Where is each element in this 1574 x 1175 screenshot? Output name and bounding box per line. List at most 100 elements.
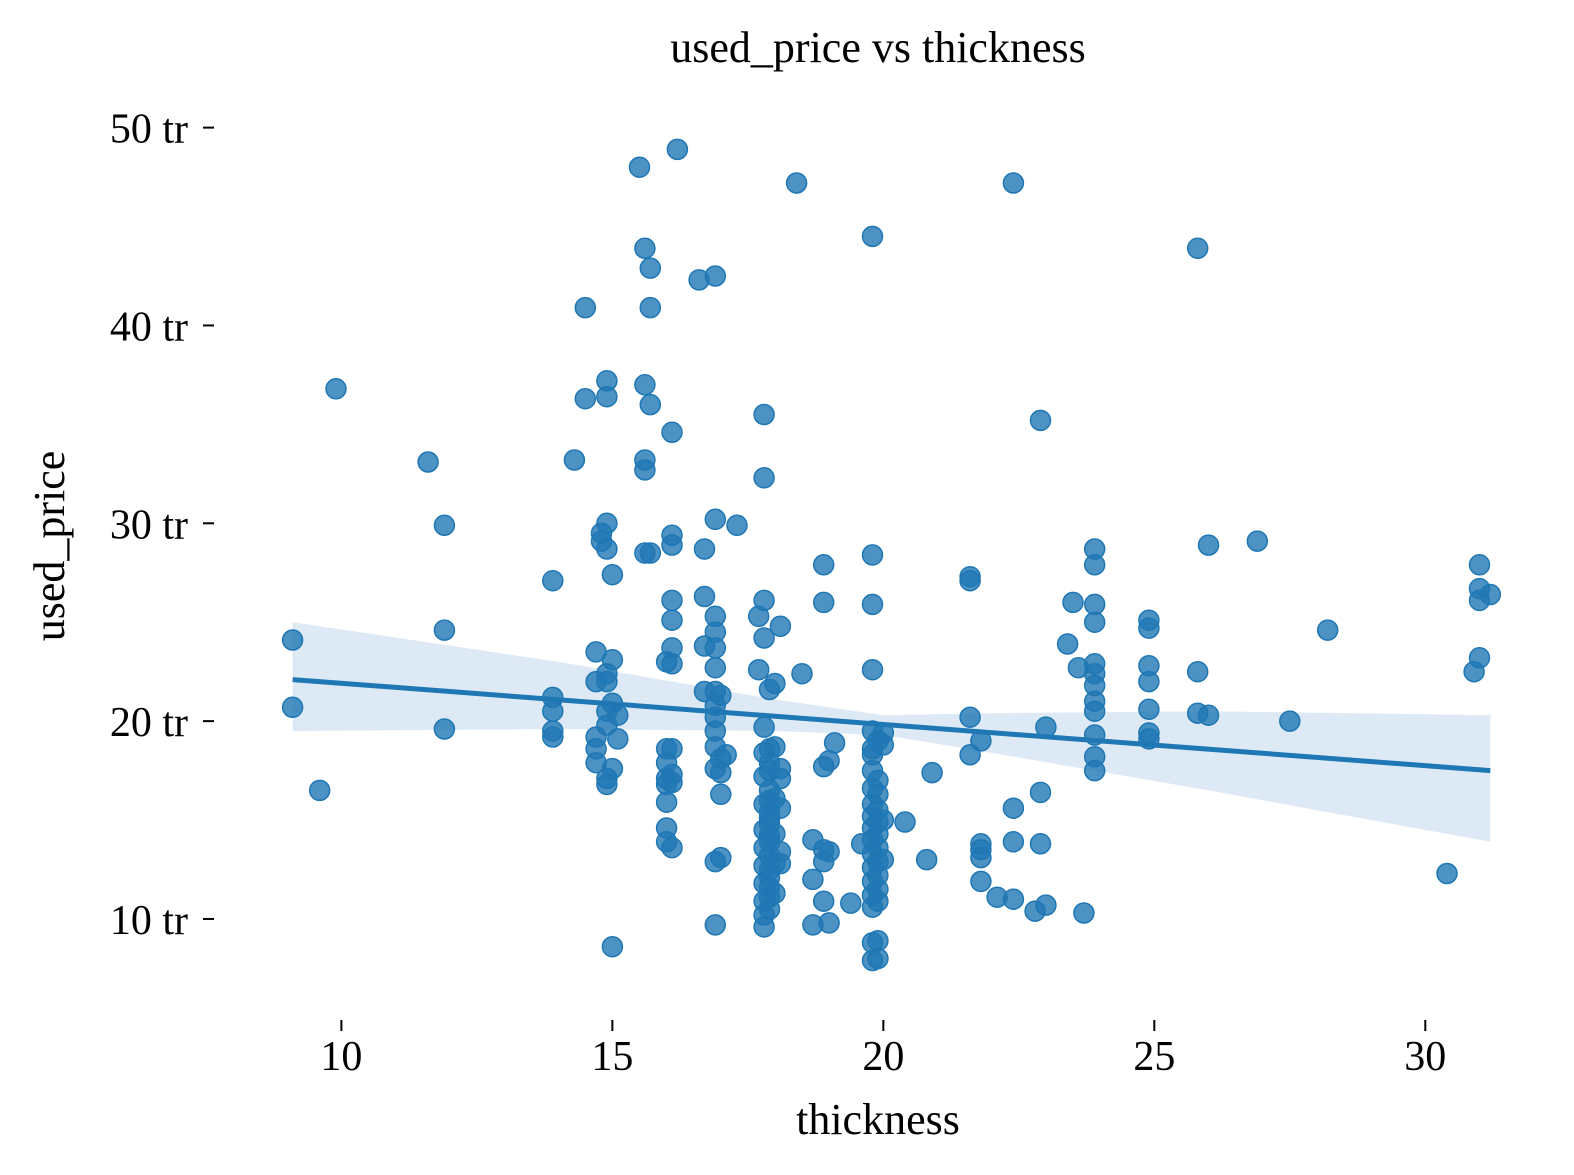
- scatter-point: [1138, 698, 1160, 721]
- scatter-point: [704, 508, 727, 531]
- scatter-point: [634, 237, 656, 260]
- scatter-point: [1463, 660, 1485, 683]
- scatter-point: [542, 700, 564, 722]
- scatter-point: [1197, 534, 1220, 556]
- scatter-point: [785, 172, 808, 194]
- scatter-point: [894, 811, 916, 833]
- scatter-point: [818, 749, 840, 772]
- scatter-point: [1002, 797, 1025, 819]
- scatter-point: [661, 738, 683, 760]
- y-tick-label: 10 tr: [110, 898, 188, 944]
- scatter-point: [704, 914, 727, 936]
- x-tick-label: 30: [1404, 1034, 1446, 1080]
- scatter-point: [596, 385, 618, 408]
- scatter-point: [915, 848, 938, 871]
- scatter-point: [710, 783, 732, 806]
- scatter-point: [1246, 530, 1269, 552]
- scatter-point: [861, 544, 884, 566]
- scatter-point: [872, 809, 895, 831]
- scatter-point: [840, 892, 862, 914]
- scatter-point: [325, 378, 347, 400]
- scatter-point: [1062, 591, 1084, 614]
- scatter-point: [704, 656, 727, 679]
- scatter-point: [542, 726, 564, 748]
- scatter-point: [764, 882, 786, 905]
- scatter-point: [753, 589, 775, 612]
- scatter-point: [693, 538, 716, 560]
- x-tick-label: 25: [1133, 1034, 1175, 1080]
- y-axis-label: used_price: [25, 451, 74, 642]
- scatter-point: [823, 732, 846, 754]
- scatter-point: [1073, 902, 1095, 924]
- y-axis: 10 tr 20 tr 30 tr 40 tr 50 tr: [110, 107, 214, 944]
- scatter-point: [1197, 704, 1220, 726]
- scatter-point: [753, 916, 775, 938]
- scatter-point: [655, 791, 678, 813]
- scatter-point: [693, 585, 716, 608]
- scatter-point: [661, 534, 683, 556]
- scatter-point: [661, 589, 683, 612]
- scatter-point: [861, 593, 884, 616]
- scatter-point: [704, 637, 727, 659]
- scatter-point: [1083, 759, 1106, 782]
- points-layer: [281, 138, 1502, 972]
- scatter-point: [661, 421, 683, 444]
- scatter-point: [764, 736, 786, 758]
- scatter-point: [726, 514, 748, 537]
- scatter-point: [601, 935, 624, 958]
- scatter-point: [921, 761, 943, 784]
- scatter-point: [601, 563, 624, 586]
- scatter-point: [574, 387, 597, 410]
- scatter-point: [1029, 781, 1052, 804]
- scatter-point: [704, 265, 727, 287]
- scatter-point: [959, 569, 981, 592]
- scatter-point: [769, 767, 792, 790]
- scatter-point: [601, 649, 624, 671]
- scatter-point: [769, 615, 792, 637]
- scatter-point: [753, 467, 775, 489]
- scatter-point: [1479, 583, 1502, 606]
- scatter-point: [715, 744, 737, 766]
- scatter-point: [769, 797, 792, 819]
- scatter-point: [1186, 660, 1209, 683]
- scatter-point: [1138, 670, 1160, 693]
- scatter-point: [791, 662, 813, 685]
- scatter-point: [596, 538, 618, 560]
- scatter-point: [867, 890, 889, 912]
- scatter-point: [542, 569, 564, 592]
- scatter-point: [970, 846, 992, 869]
- scatter-point: [563, 449, 586, 471]
- scatter-point: [861, 225, 884, 248]
- scatter-point: [861, 658, 884, 681]
- regression-line-layer: [292, 677, 1491, 774]
- scatter-point: [661, 771, 683, 794]
- x-tick-label: 15: [591, 1034, 633, 1080]
- scatter-point: [970, 870, 992, 893]
- scatter-point: [1029, 409, 1052, 432]
- scatter-point: [601, 757, 624, 780]
- scatter-point: [661, 653, 683, 675]
- regression-line: [292, 677, 1491, 774]
- scatter-point: [308, 779, 331, 802]
- scatter-point: [1002, 831, 1025, 853]
- scatter-point: [710, 684, 732, 707]
- scatter-point: [802, 868, 824, 891]
- scatter-point: [574, 296, 597, 319]
- scatter-point: [1316, 619, 1339, 641]
- scatter-point: [634, 374, 656, 396]
- scatter-point: [1186, 237, 1209, 260]
- x-axis: 10 15 20 25 30: [320, 1020, 1446, 1080]
- scatter-point: [1468, 554, 1491, 576]
- scatter-point: [596, 512, 618, 535]
- scatter-point: [1083, 700, 1106, 722]
- scatter-point: [710, 761, 732, 784]
- scatter-point: [433, 514, 456, 537]
- scatter-point: [433, 619, 456, 641]
- scatter-point: [812, 890, 835, 912]
- scatter-point: [281, 629, 304, 651]
- scatter-point: [661, 836, 683, 859]
- scatter-point: [607, 704, 629, 726]
- scatter-point: [1436, 862, 1458, 885]
- x-tick-label: 10: [320, 1034, 362, 1080]
- scatter-point: [1083, 554, 1106, 576]
